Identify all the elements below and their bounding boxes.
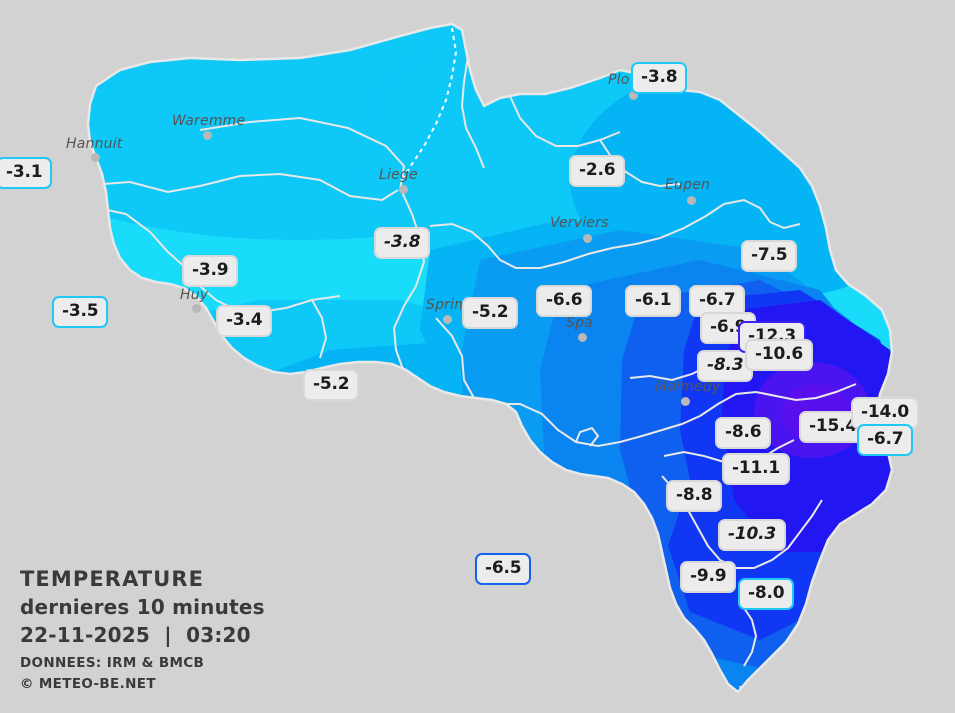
temperature-badge[interactable]: -10.6 [745,339,813,371]
temperature-badge[interactable]: -8.0 [738,578,795,610]
caption-subtitle: dernieres 10 minutes [20,594,265,619]
temperature-badge[interactable]: -5.2 [303,369,360,401]
temperature-badge[interactable]: -5.2 [462,297,519,329]
temperature-badge[interactable]: -3.8 [374,227,431,259]
temperature-badge[interactable]: -6.6 [536,285,593,317]
city-dot-malmedy [681,397,690,406]
city-dot-eupen [687,196,696,205]
city-dot-liege [399,185,408,194]
temperature-badge[interactable]: -6.1 [625,285,682,317]
city-dot-spa [578,333,587,342]
city-dot-waremme [203,131,212,140]
temperature-badge[interactable]: -11.1 [722,453,790,485]
temperature-badge[interactable]: -2.6 [569,155,626,187]
temperature-badge[interactable]: -8.6 [715,417,772,449]
temperature-badge[interactable]: -8.3 [697,350,754,382]
caption-source: DONNEES: IRM & BMCB [20,655,205,672]
map-caption: TEMPERATURE dernieres 10 minutes 22-11-2… [20,566,265,695]
temperature-badge[interactable]: -3.5 [52,296,109,328]
city-label-plombieres: Plo [608,72,630,88]
city-label-malmedy: Malmedy [655,379,721,395]
temperature-badge[interactable]: -3.8 [631,62,688,94]
city-dot-plombieres [629,91,638,100]
city-dot-hannuit [91,153,100,162]
temperature-badge[interactable]: -3.9 [182,255,239,287]
city-label-spa: Spa [566,315,593,331]
temperature-badge[interactable]: -10.3 [718,519,786,551]
city-label-liege: Liege [379,167,418,183]
temperature-badge[interactable]: -8.8 [666,480,723,512]
temperature-badge[interactable]: -6.7 [857,424,914,456]
city-label-verviers: Verviers [550,215,609,231]
province-outline [86,22,894,694]
city-label-hannuit: Hannuit [66,136,123,152]
city-dot-sprimont [443,315,452,324]
caption-copyright: © METEO-BE.NET [20,676,156,693]
temperature-badge[interactable]: -6.5 [475,553,532,585]
temperature-badge[interactable]: -7.5 [741,240,798,272]
caption-title: TEMPERATURE [20,567,205,591]
city-dot-huy [192,304,201,313]
caption-datetime: 22-11-2025 | 03:20 [20,622,251,647]
city-label-sprimont: Sprim [426,297,469,313]
city-dot-verviers [583,234,592,243]
temperature-badge[interactable]: -9.9 [680,561,737,593]
temperature-badge[interactable]: -3.1 [0,157,53,189]
city-label-eupen: Eupen [665,177,711,193]
temperature-badge[interactable]: -6.7 [689,285,746,317]
temperature-badge[interactable]: -3.4 [216,305,273,337]
city-label-waremme: Waremme [172,113,246,129]
city-label-huy: Huy [180,287,209,303]
